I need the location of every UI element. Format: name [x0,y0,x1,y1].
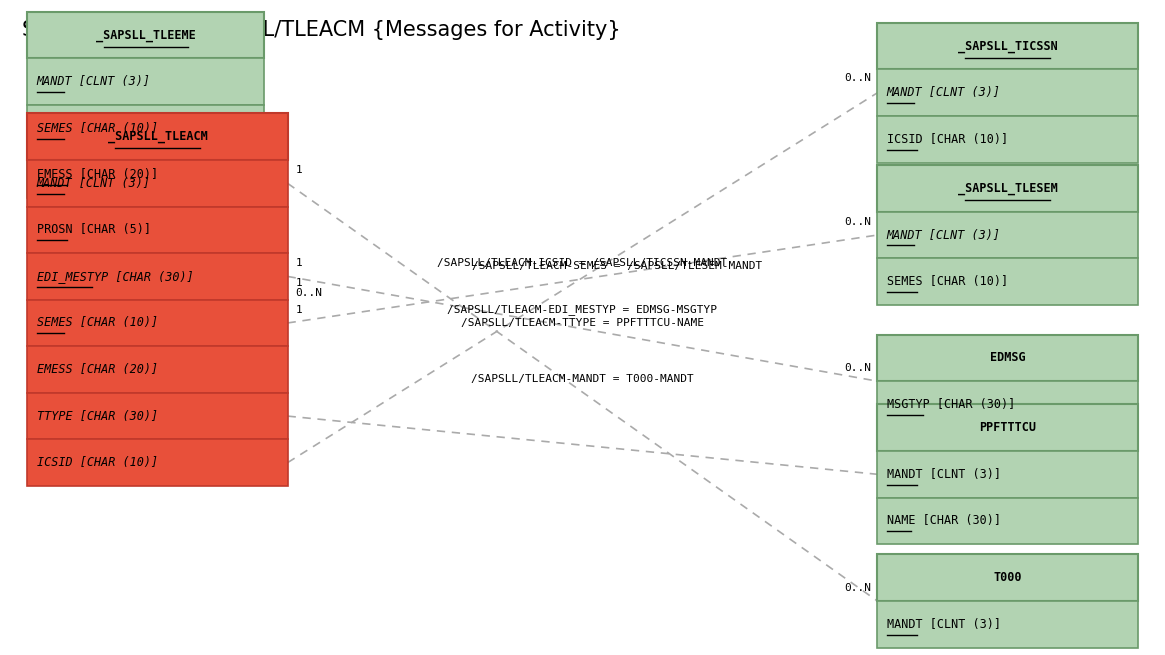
Text: MANDT [CLNT (3)]: MANDT [CLNT (3)] [36,75,150,88]
Text: MANDT [CLNT (3)]: MANDT [CLNT (3)] [887,86,1001,100]
Text: _SAPSLL_TLESEM: _SAPSLL_TLESEM [958,182,1058,195]
Text: SEMES [CHAR (10)]: SEMES [CHAR (10)] [887,275,1008,288]
Text: MSGTYP [CHAR (30)]: MSGTYP [CHAR (30)] [887,398,1015,411]
Text: /SAPSLL/TLEACM-SEMES = /SAPSLL/TLESEM-MANDT: /SAPSLL/TLEACM-SEMES = /SAPSLL/TLESEM-MA… [472,261,762,271]
Text: TTYPE [CHAR (30)]: TTYPE [CHAR (30)] [36,409,157,422]
Text: _SAPSLL_TLEEME: _SAPSLL_TLEEME [96,29,196,42]
Text: MANDT [CLNT (3)]: MANDT [CLNT (3)] [887,468,1001,481]
Text: EDMSG: EDMSG [990,351,1025,364]
Bar [877,498,1138,544]
Text: _SAPSLL_TICSSN: _SAPSLL_TICSSN [958,40,1058,52]
Bar [27,346,288,393]
Text: 0..N: 0..N [845,217,871,227]
Bar [27,253,288,300]
Text: /SAPSLL/TLEACM-MANDT = T000-MANDT: /SAPSLL/TLEACM-MANDT = T000-MANDT [471,374,694,384]
Text: SEMES [CHAR (10)]: SEMES [CHAR (10)] [36,122,157,135]
Text: EMESS [CHAR (20)]: EMESS [CHAR (20)] [36,168,157,181]
Text: 0..N: 0..N [296,288,323,298]
Text: T000: T000 [994,571,1022,584]
Text: MANDT [CLNT (3)]: MANDT [CLNT (3)] [887,229,1001,242]
Bar [27,440,288,486]
Bar [27,113,288,160]
Bar [27,58,264,105]
Text: ICSID [CHAR (10)]: ICSID [CHAR (10)] [887,133,1008,146]
Bar [27,393,288,440]
Bar [877,555,1138,601]
Bar [877,601,1138,648]
Text: /SAPSLL/TLEACM-TTYPE = PPFTTTCU-NAME: /SAPSLL/TLEACM-TTYPE = PPFTTTCU-NAME [461,318,704,328]
Bar [877,404,1138,451]
Text: 1: 1 [296,165,303,175]
Bar [27,206,288,253]
Bar [877,258,1138,305]
Text: NAME [CHAR (30)]: NAME [CHAR (30)] [887,514,1001,527]
Bar [27,300,288,346]
Bar [877,381,1138,428]
Text: _SAPSLL_TLEACM: _SAPSLL_TLEACM [107,130,207,143]
Text: 0..N: 0..N [845,363,871,373]
Text: MANDT [CLNT (3)]: MANDT [CLNT (3)] [887,618,1001,631]
Bar [27,151,264,198]
Text: PPFTTTCU: PPFTTTCU [979,421,1036,434]
Text: MANDT [CLNT (3)]: MANDT [CLNT (3)] [36,177,150,190]
Text: 0..N: 0..N [845,73,871,83]
Text: EMESS [CHAR (20)]: EMESS [CHAR (20)] [36,363,157,376]
Bar [877,116,1138,162]
Text: /SAPSLL/TLEACM-ICSID = /SAPSLL/TICSSN-MANDT: /SAPSLL/TLEACM-ICSID = /SAPSLL/TICSSN-MA… [437,258,728,268]
Text: /SAPSLL/TLEACM-EDI_MESTYP = EDMSG-MSGTYP: /SAPSLL/TLEACM-EDI_MESTYP = EDMSG-MSGTYP [447,304,718,314]
Bar [877,23,1138,69]
Text: 1: 1 [296,278,303,288]
Bar [27,105,264,151]
Bar [877,451,1138,498]
Bar [877,69,1138,116]
Bar [27,12,264,58]
Text: SEMES [CHAR (10)]: SEMES [CHAR (10)] [36,316,157,329]
Text: 1: 1 [296,305,303,314]
Text: 1: 1 [296,258,303,268]
Text: SAP ABAP table /SAPSLL/TLEACM {Messages for Activity}: SAP ABAP table /SAPSLL/TLEACM {Messages … [21,20,620,41]
Text: ICSID [CHAR (10)]: ICSID [CHAR (10)] [36,456,157,469]
Bar [877,335,1138,381]
Bar [27,160,288,206]
Text: EDI_MESTYP [CHAR (30)]: EDI_MESTYP [CHAR (30)] [36,270,193,283]
Text: 0..N: 0..N [845,583,871,593]
Bar [877,165,1138,212]
Bar [877,212,1138,258]
Text: PROSN [CHAR (5)]: PROSN [CHAR (5)] [36,223,150,236]
